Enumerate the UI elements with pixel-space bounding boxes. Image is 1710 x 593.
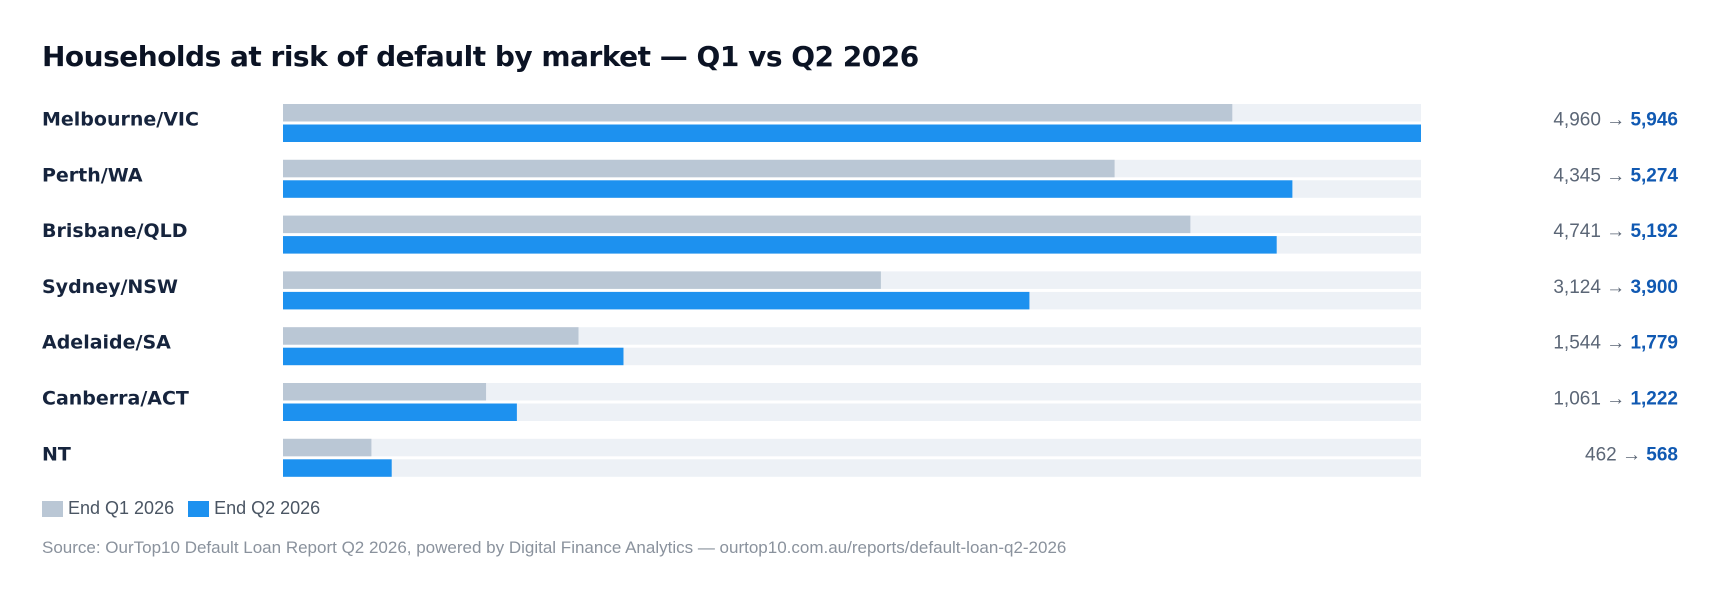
chart-row-sydney-nsw: Sydney/NSW 3,124 → 3,900: [42, 271, 1678, 310]
bar-q2: [283, 347, 624, 366]
bar-track-q1: [283, 438, 1421, 457]
bar-q2: [283, 180, 1293, 198]
value-label-q2: 5,946: [1630, 110, 1678, 131]
bar-q1: [283, 383, 487, 401]
bar-q2: [283, 124, 1421, 142]
legend-label-q1: End Q1 2026: [68, 498, 175, 518]
value-label: 1,544 → 1,779: [1553, 333, 1678, 354]
bar-q2: [283, 236, 1277, 254]
bar-q1: [283, 271, 881, 289]
category-label: Perth/WA: [42, 164, 143, 186]
category-label: NT: [42, 443, 71, 465]
legend-label-q2: End Q2 2026: [214, 498, 321, 518]
chart-title: Households at risk of default by market …: [42, 40, 919, 73]
value-label: 4,960 → 5,946: [1553, 110, 1678, 131]
chart-row-perth-wa: Perth/WA 4,345 → 5,274: [42, 159, 1678, 198]
value-label-q1: 4,345 →: [1553, 165, 1630, 186]
value-label: 3,124 → 3,900: [1553, 277, 1678, 298]
bar-q1: [283, 327, 579, 345]
bar-track-q1: [283, 383, 1421, 401]
bar-q2: [283, 459, 392, 477]
source-note: Source: OurTop10 Default Loan Report Q2 …: [42, 538, 1067, 557]
value-label: 4,741 → 5,192: [1553, 221, 1678, 242]
value-label-q2: 5,192: [1630, 221, 1678, 242]
bar-q1: [283, 438, 372, 457]
legend-swatch-q1: [42, 500, 63, 517]
category-label: Canberra/ACT: [42, 388, 189, 410]
chart-row-canberra-act: Canberra/ACT 1,061 → 1,222: [42, 383, 1678, 421]
value-label-q1: 1,061 →: [1553, 389, 1630, 410]
value-label-q1: 4,960 →: [1553, 110, 1630, 131]
value-label-q2: 3,900: [1630, 277, 1678, 298]
category-label: Brisbane/QLD: [42, 220, 187, 242]
bar-track-q2: [283, 459, 1421, 477]
bar-q1: [283, 104, 1233, 122]
value-label-q1: 462 →: [1585, 444, 1646, 465]
chart-row-brisbane-qld: Brisbane/QLD 4,741 → 5,192: [42, 215, 1678, 254]
value-label-q2: 1,222: [1630, 389, 1678, 410]
value-label-q1: 4,741 →: [1553, 221, 1630, 242]
chart-row-adelaide-sa: Adelaide/SA 1,544 → 1,779: [42, 327, 1678, 366]
bar-q1: [283, 159, 1115, 178]
bar-q1: [283, 215, 1191, 234]
chart-row-nt: NT 462 → 568: [42, 438, 1678, 477]
category-label: Adelaide/SA: [42, 332, 171, 354]
legend-item-q2: End Q2 2026: [188, 498, 320, 519]
legend-item-q1: End Q1 2026: [42, 498, 174, 519]
value-label: 1,061 → 1,222: [1553, 389, 1678, 410]
value-label-q2: 1,779: [1630, 333, 1678, 354]
value-label: 462 → 568: [1585, 444, 1678, 465]
chart-row-melbourne-vic: Melbourne/VIC 4,960 → 5,946: [42, 104, 1678, 142]
value-label-q2: 5,274: [1630, 165, 1678, 186]
value-label: 4,345 → 5,274: [1553, 165, 1678, 186]
value-label-q1: 1,544 →: [1553, 333, 1630, 354]
category-label: Sydney/NSW: [42, 276, 178, 298]
value-label-q2: 568: [1646, 444, 1678, 465]
bar-q2: [283, 291, 1030, 310]
value-label-q1: 3,124 →: [1553, 277, 1630, 298]
legend: End Q1 2026 End Q2 2026: [42, 498, 334, 519]
bar-q2: [283, 403, 517, 421]
legend-swatch-q2: [188, 500, 210, 517]
bar-track-q2: [283, 403, 1421, 421]
category-label: Melbourne/VIC: [42, 109, 199, 131]
